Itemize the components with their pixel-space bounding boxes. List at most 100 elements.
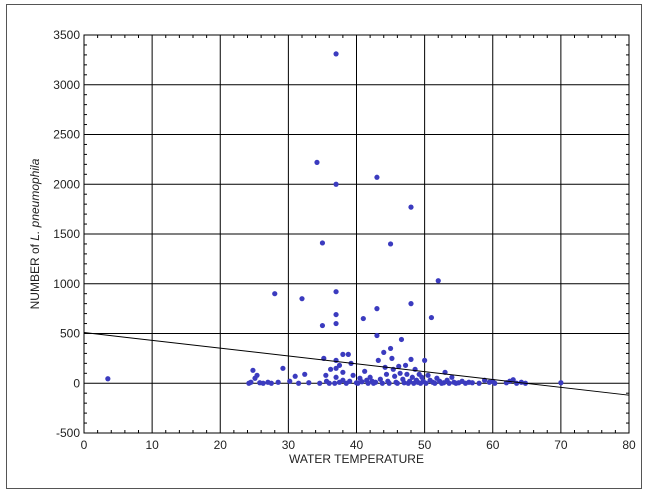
data-point: [254, 372, 260, 378]
data-point: [422, 357, 428, 363]
data-point: [333, 51, 339, 57]
data-point: [332, 380, 338, 386]
data-point: [340, 377, 346, 383]
tick-layer: 0 10 20 30 40 50 60 70 80-5000500100015002000250…: [53, 28, 636, 452]
data-point: [333, 311, 339, 318]
x-tick-label: 0: [81, 438, 88, 452]
data-point: [355, 380, 361, 386]
data-point: [397, 370, 403, 376]
y-tick-label: 3000: [53, 78, 80, 92]
data-point: [317, 380, 323, 386]
data-point: [295, 380, 302, 386]
y-tick-label: 1000: [53, 277, 80, 291]
x-tick-label: 40: [350, 438, 364, 452]
data-point: [302, 371, 308, 377]
data-point: [419, 374, 425, 380]
data-point: [347, 378, 353, 384]
data-point: [398, 336, 405, 343]
data-point: [287, 378, 293, 384]
data-point: [350, 372, 356, 378]
data-point: [510, 377, 516, 383]
data-point: [345, 351, 351, 357]
data-point: [392, 373, 398, 379]
data-point: [260, 380, 266, 386]
data-point: [323, 372, 329, 378]
data-point: [328, 366, 334, 372]
data-point: [336, 362, 343, 368]
data-point: [374, 332, 380, 339]
data-point: [340, 369, 346, 375]
data-point: [105, 376, 111, 382]
trendline-layer: [83, 332, 630, 396]
data-point: [389, 355, 395, 361]
data-point: [280, 365, 286, 371]
plot-area: [83, 34, 630, 434]
data-point: [374, 174, 380, 180]
data-point: [367, 374, 373, 380]
data-point: [374, 306, 380, 312]
data-point: [513, 380, 520, 386]
x-tick-label: 70: [554, 438, 568, 452]
data-point: [299, 296, 305, 302]
x-tick-label: 30: [282, 438, 296, 452]
data-point: [292, 373, 298, 379]
x-axis-title: WATER TEMPERATURE: [289, 452, 424, 466]
data-point: [333, 365, 339, 371]
data-point: [333, 320, 339, 327]
data-point: [333, 181, 339, 187]
y-tick-label: 2000: [53, 177, 80, 191]
data-point: [407, 378, 413, 384]
data-point: [425, 372, 431, 378]
trendline: [83, 332, 630, 396]
x-tick-label: 80: [622, 438, 636, 452]
data-point: [408, 356, 414, 362]
data-point: [408, 301, 414, 307]
y-tick-label: -500: [56, 426, 80, 440]
data-point: [365, 380, 371, 386]
data-point: [446, 380, 452, 386]
data-point: [409, 374, 415, 380]
data-point: [492, 380, 498, 386]
data-point: [359, 379, 365, 385]
x-tick-label: 20: [214, 438, 228, 452]
data-point: [340, 351, 346, 357]
data-point: [558, 380, 564, 386]
data-point: [319, 322, 326, 329]
data-point: [394, 380, 400, 386]
data-point: [432, 380, 438, 386]
data-point: [518, 379, 524, 385]
data-point: [333, 374, 339, 380]
data-point: [360, 315, 366, 322]
data-point: [362, 368, 368, 374]
data-point: [333, 289, 339, 295]
x-tick-label: 10: [145, 438, 159, 452]
y-axis-title-plain: NUMBER of: [28, 241, 42, 310]
data-point: [428, 314, 435, 321]
data-point: [314, 159, 320, 165]
data-point: [248, 379, 254, 385]
data-point: [379, 380, 385, 386]
data-point: [381, 349, 387, 356]
data-point: [383, 371, 390, 377]
data-point: [268, 380, 274, 386]
x-tick-label: 60: [486, 438, 500, 452]
data-point: [423, 380, 429, 386]
data-point: [469, 380, 475, 386]
data-point: [272, 291, 278, 297]
grid-layer: [83, 34, 630, 434]
y-axis-title-italic: L. pneumophila: [28, 158, 42, 240]
data-point: [449, 374, 455, 380]
data-point: [372, 379, 379, 385]
y-tick-label: 0: [73, 376, 80, 390]
data-point: [408, 204, 414, 210]
y-axis-title: NUMBER of L. pneumophila: [28, 158, 42, 309]
y-tick-label: 500: [60, 327, 80, 341]
chart-frame: [6, 4, 642, 489]
data-point: [402, 362, 409, 368]
x-tick-label: 50: [418, 438, 432, 452]
data-point: [275, 379, 281, 385]
data-point: [396, 363, 402, 369]
data-point: [306, 380, 312, 386]
data-point: [387, 241, 394, 247]
